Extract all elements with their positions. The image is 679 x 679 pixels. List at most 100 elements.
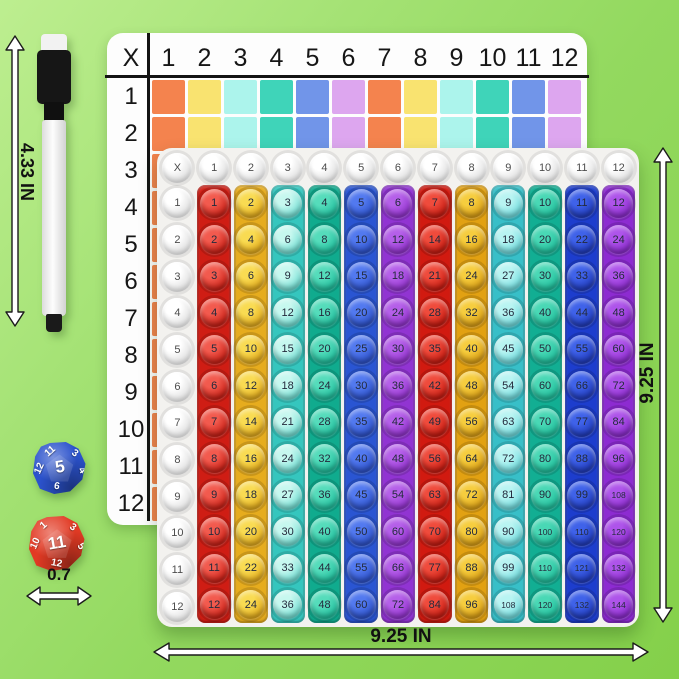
popit-bubble: 14	[420, 225, 450, 255]
popit-cell: 60	[602, 331, 636, 368]
board-width-label: 9.25 IN	[370, 626, 432, 647]
popit-cell: 12	[234, 368, 268, 405]
popit-cell: 72	[491, 441, 525, 478]
popit-cell: 42	[418, 368, 452, 405]
popit-bubble: 24	[457, 261, 487, 291]
popit-cell: 10	[197, 514, 231, 551]
popit-cell: 132	[565, 587, 599, 624]
popit-white-bubble: 5	[162, 335, 193, 366]
popit-color-strip: 8 16 24 32 40 48 56 64 72 80 88 96	[454, 185, 489, 623]
popit-cell: 20	[308, 331, 342, 368]
popit-column: 5 5 10 15 20 25 30 35 40 45 50 55 60	[343, 150, 380, 625]
popit-color-strip: 5 10 15 20 25 30 35 40 45 50 55 60	[344, 185, 379, 623]
popit-bubble: 40	[309, 517, 339, 547]
popit-bubble: 33	[567, 261, 597, 291]
popit-bubble-number: 2	[174, 234, 181, 246]
popit-cell: 5	[344, 185, 378, 222]
popit-bubble: 12	[604, 188, 634, 218]
popit-white-cell: 10	[527, 152, 564, 183]
popit-bubble: 6	[273, 225, 303, 255]
popit-white-cell: X	[159, 152, 196, 183]
popit-bubble: 60	[383, 517, 413, 547]
popit-bubble-number: 28	[318, 416, 331, 429]
popit-column-header: 6	[380, 150, 417, 185]
chart-cell	[548, 80, 581, 114]
popit-bubble: 45	[493, 334, 523, 364]
popit-cell: 28	[418, 295, 452, 332]
popit-cell: 33	[565, 258, 599, 295]
popit-cell: 16	[234, 441, 268, 478]
popit-column: 9 9 18 27 36 45 54 63 72 81 90 99 108	[490, 150, 527, 625]
popit-board: X 1 2 3 4 5 6 7 8 9 10 11 12 1 1 2 3 4 5 6 7 8 9 10 11 12 2 2 4 6 8 10 1…	[157, 148, 639, 627]
popit-white-bubble: 4	[309, 152, 340, 183]
popit-column: 11 11 22 33 44 55 66 77 88 99 110 121 132	[563, 150, 600, 625]
popit-bubble: 20	[346, 298, 376, 328]
popit-bubble-number: 35	[428, 343, 441, 356]
popit-bubble-number: 18	[391, 270, 405, 283]
popit-bubble-number: 12	[171, 600, 184, 613]
popit-color-strip: 12 24 36 48 60 72 84 96 108 120 132 144	[601, 185, 636, 623]
popit-bubble: 132	[567, 590, 597, 620]
popit-bubble-number: 15	[281, 343, 294, 356]
popit-cell: 6	[271, 222, 305, 259]
popit-white-cell: 7	[159, 405, 196, 442]
red-die: 11 1 3 10 5 12	[29, 516, 85, 571]
popit-bubble-number: 27	[502, 270, 515, 283]
popit-column-header: 4	[306, 150, 343, 185]
chart-row-header: 7	[124, 305, 138, 332]
popit-bubble-number: 5	[174, 344, 181, 357]
popit-bubble: 21	[420, 261, 450, 291]
popit-bubble-number: 5	[358, 161, 365, 174]
popit-bubble-number: 45	[502, 343, 515, 356]
popit-white-bubble: 4	[162, 298, 193, 329]
popit-white-bubble: 2	[162, 225, 193, 255]
popit-bubble: 15	[346, 261, 376, 291]
popit-bubble-number: 72	[391, 598, 405, 611]
popit-bubble: 44	[567, 298, 597, 328]
popit-bubble: 10	[346, 225, 376, 255]
popit-bubble-number: 77	[428, 562, 441, 575]
popit-bubble: 4	[309, 188, 339, 218]
popit-bubble: 12	[273, 298, 303, 328]
popit-column: 7 7 14 21 28 35 42 49 56 63 70 77 84	[416, 150, 453, 625]
popit-bubble-number: 8	[321, 233, 328, 246]
popit-column: 6 6 12 18 24 30 36 42 48 54 60 66 72	[380, 150, 417, 625]
popit-bubble-number: 24	[281, 452, 294, 465]
popit-bubble-number: 12	[281, 306, 294, 319]
popit-bubble-number: 45	[355, 489, 368, 502]
popit-cell: 12	[381, 222, 415, 259]
popit-bubble-number: 9	[211, 489, 218, 502]
die-number: 10	[27, 536, 43, 551]
popit-cell: 40	[344, 441, 378, 478]
popit-cell: 9	[271, 258, 305, 295]
popit-bubble-number: 99	[502, 562, 515, 575]
chart-cell	[188, 80, 221, 114]
popit-bubble-number: 3	[284, 161, 291, 174]
chart-column-header: 4	[269, 43, 284, 72]
popit-cell: 24	[271, 441, 305, 478]
popit-bubble-number: 132	[574, 599, 589, 610]
chart-row-header: 9	[124, 379, 138, 406]
popit-bubble-number: 22	[575, 233, 588, 246]
popit-bubble: 90	[530, 480, 560, 510]
popit-bubble-number: 2	[247, 197, 254, 210]
popit-cell: 20	[344, 295, 378, 332]
popit-cell: 50	[344, 514, 378, 551]
chart-cell	[440, 80, 473, 114]
popit-cell: 4	[308, 185, 342, 222]
popit-bubble: 36	[604, 261, 634, 291]
popit-bubble: 6	[236, 261, 266, 291]
popit-cell: 66	[565, 368, 599, 405]
popit-white-cell: 1	[196, 152, 233, 183]
popit-bubble: 30	[273, 517, 303, 547]
popit-white-cell: 9	[490, 152, 527, 183]
die-number: 5	[53, 456, 66, 477]
popit-bubble-number: 33	[575, 270, 588, 283]
chart-column-header: 10	[478, 43, 507, 72]
popit-bubble: 100	[530, 517, 560, 547]
popit-cell: 4	[197, 295, 231, 332]
popit-white-bubble: 2	[235, 152, 266, 183]
popit-bubble: 40	[457, 334, 487, 364]
popit-bubble: 9	[273, 261, 303, 291]
popit-bubble: 12	[199, 590, 229, 620]
